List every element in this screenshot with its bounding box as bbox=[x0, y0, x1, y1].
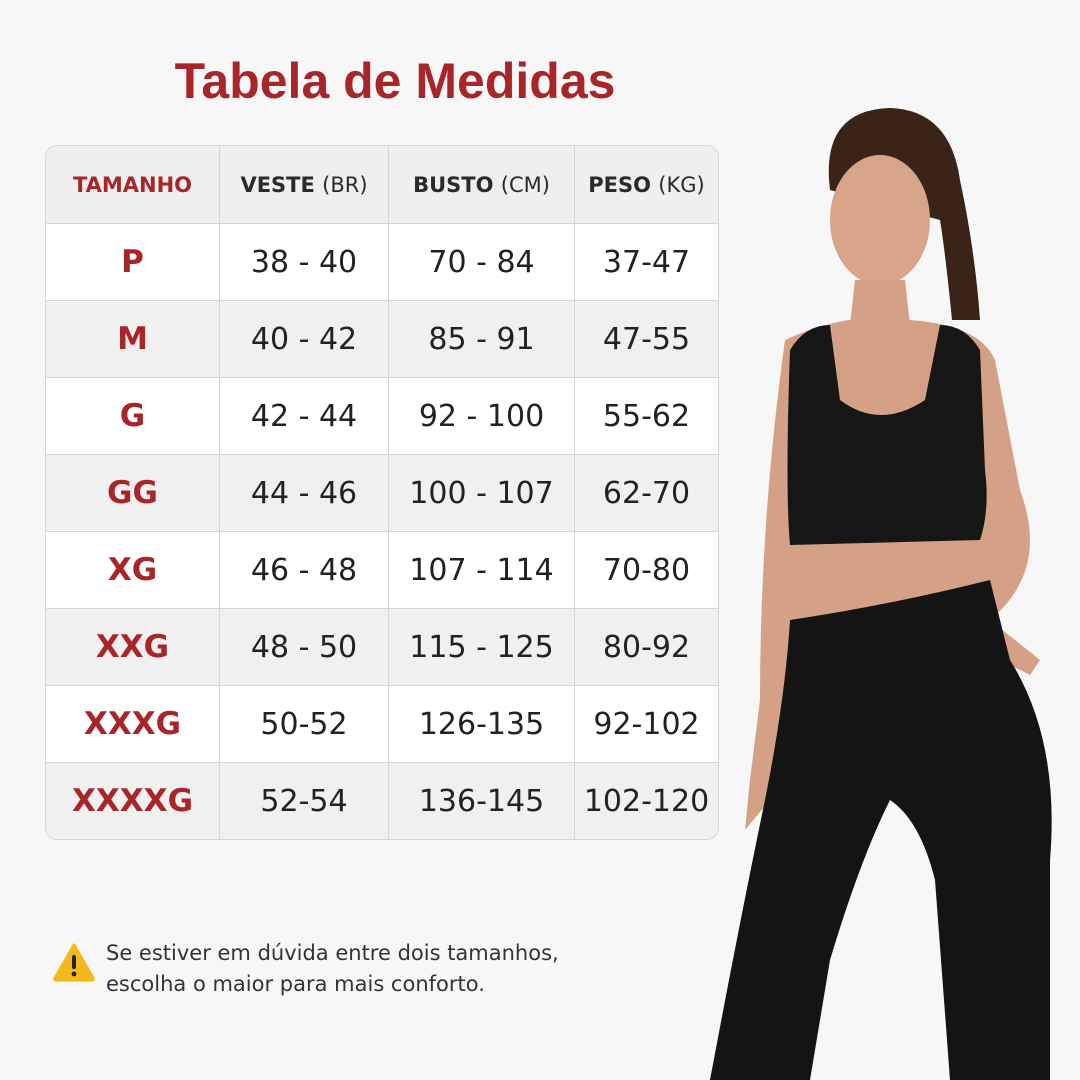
veste-cell: 40 - 42 bbox=[220, 301, 389, 378]
busto-cell: 85 - 91 bbox=[389, 301, 575, 378]
busto-cell: 100 - 107 bbox=[389, 455, 575, 532]
size-table: TAMANHO VESTE (BR) BUSTO (CM) PESO (KG) … bbox=[45, 145, 719, 840]
header-tamanho: TAMANHO bbox=[46, 146, 220, 224]
header-veste: VESTE (BR) bbox=[220, 146, 389, 224]
size-cell: M bbox=[46, 301, 220, 378]
size-cell: XG bbox=[46, 532, 220, 609]
size-cell: XXXG bbox=[46, 686, 220, 763]
table-row: XXXXG 52-54 136-145 102-120 bbox=[46, 763, 718, 839]
busto-cell: 136-145 bbox=[389, 763, 575, 839]
model-photo bbox=[710, 108, 1052, 1080]
busto-cell: 107 - 114 bbox=[389, 532, 575, 609]
veste-cell: 46 - 48 bbox=[220, 532, 389, 609]
header-peso: PESO (KG) bbox=[575, 146, 718, 224]
table-row: XXG 48 - 50 115 - 125 80-92 bbox=[46, 609, 718, 686]
veste-cell: 38 - 40 bbox=[220, 224, 389, 301]
size-cell: XXG bbox=[46, 609, 220, 686]
peso-cell: 55-62 bbox=[575, 378, 718, 455]
table-row: G 42 - 44 92 - 100 55-62 bbox=[46, 378, 718, 455]
size-tip: Se estiver em dúvida entre dois tamanhos… bbox=[52, 938, 559, 1000]
table-row: XXXG 50-52 126-135 92-102 bbox=[46, 686, 718, 763]
peso-cell: 70-80 bbox=[575, 532, 718, 609]
tip-line-1: Se estiver em dúvida entre dois tamanhos… bbox=[106, 941, 559, 965]
tip-line-2: escolha o maior para mais conforto. bbox=[106, 972, 485, 996]
peso-cell: 92-102 bbox=[575, 686, 718, 763]
busto-cell: 70 - 84 bbox=[389, 224, 575, 301]
peso-cell: 47-55 bbox=[575, 301, 718, 378]
size-cell: XXXXG bbox=[46, 763, 220, 839]
peso-cell: 102-120 bbox=[575, 763, 718, 839]
busto-cell: 92 - 100 bbox=[389, 378, 575, 455]
table-row: P 38 - 40 70 - 84 37-47 bbox=[46, 224, 718, 301]
veste-cell: 44 - 46 bbox=[220, 455, 389, 532]
size-cell: P bbox=[46, 224, 220, 301]
peso-cell: 62-70 bbox=[575, 455, 718, 532]
size-cell: G bbox=[46, 378, 220, 455]
busto-cell: 126-135 bbox=[389, 686, 575, 763]
header-busto: BUSTO (CM) bbox=[389, 146, 575, 224]
warning-icon bbox=[53, 943, 95, 982]
peso-cell: 37-47 bbox=[575, 224, 718, 301]
table-row: GG 44 - 46 100 - 107 62-70 bbox=[46, 455, 718, 532]
table-row: M 40 - 42 85 - 91 47-55 bbox=[46, 301, 718, 378]
veste-cell: 42 - 44 bbox=[220, 378, 389, 455]
size-cell: GG bbox=[46, 455, 220, 532]
table-row: XG 46 - 48 107 - 114 70-80 bbox=[46, 532, 718, 609]
page-title: Tabela de Medidas bbox=[174, 53, 616, 109]
busto-cell: 115 - 125 bbox=[389, 609, 575, 686]
peso-cell: 80-92 bbox=[575, 609, 718, 686]
veste-cell: 50-52 bbox=[220, 686, 389, 763]
veste-cell: 48 - 50 bbox=[220, 609, 389, 686]
table-header: TAMANHO VESTE (BR) BUSTO (CM) PESO (KG) bbox=[46, 146, 718, 224]
veste-cell: 52-54 bbox=[220, 763, 389, 839]
